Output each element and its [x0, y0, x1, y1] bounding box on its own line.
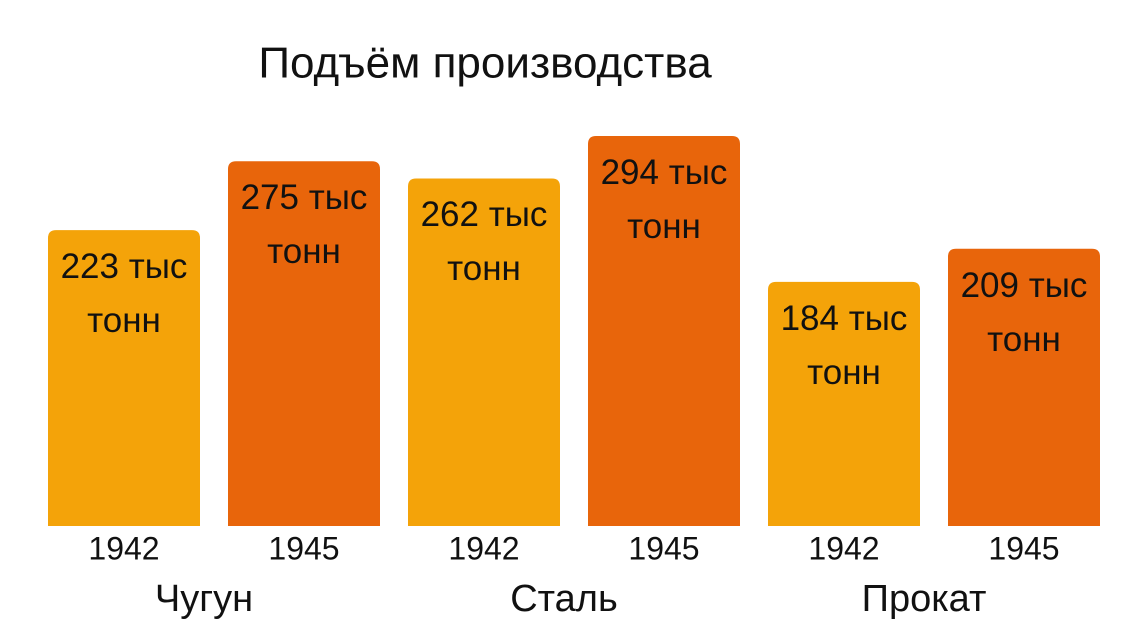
series-label: 1942	[448, 530, 519, 566]
bar	[408, 178, 560, 526]
value-label: 209 тыс тонн	[960, 265, 1088, 359]
chart-title: Подъём производства	[258, 39, 712, 88]
value-label: 184 тыс тонн	[780, 298, 908, 392]
value-label-box: 209 тыс тонн	[960, 265, 1088, 359]
series-label: 1942	[808, 530, 879, 566]
x-tick-label: Прокат	[862, 578, 987, 620]
value-label: 223 тыс тонн	[60, 247, 188, 341]
x-tick-label: Чугун	[155, 578, 253, 620]
bar	[768, 281, 920, 526]
x-tick-label: Сталь	[510, 578, 618, 620]
value-label: 262 тыс тонн	[420, 195, 548, 289]
series-label: 1945	[628, 530, 699, 566]
series-label: 1945	[268, 530, 339, 566]
value-label: 275 тыс тонн	[240, 178, 368, 272]
series-label: 1945	[988, 530, 1059, 566]
series-label: 1942	[88, 530, 159, 566]
value-label-box: 184 тыс тонн	[780, 298, 908, 392]
value-label-box: 223 тыс тонн	[60, 247, 188, 341]
bar	[948, 248, 1100, 526]
value-label-box: 275 тыс тонн	[240, 178, 368, 272]
bar	[48, 230, 200, 527]
bar	[588, 136, 740, 526]
value-label: 294 тыс тонн	[600, 153, 728, 246]
value-label-box: 294 тыс тонн	[600, 153, 728, 246]
value-label-box: 262 тыс тонн	[420, 195, 548, 289]
bar	[228, 161, 380, 526]
